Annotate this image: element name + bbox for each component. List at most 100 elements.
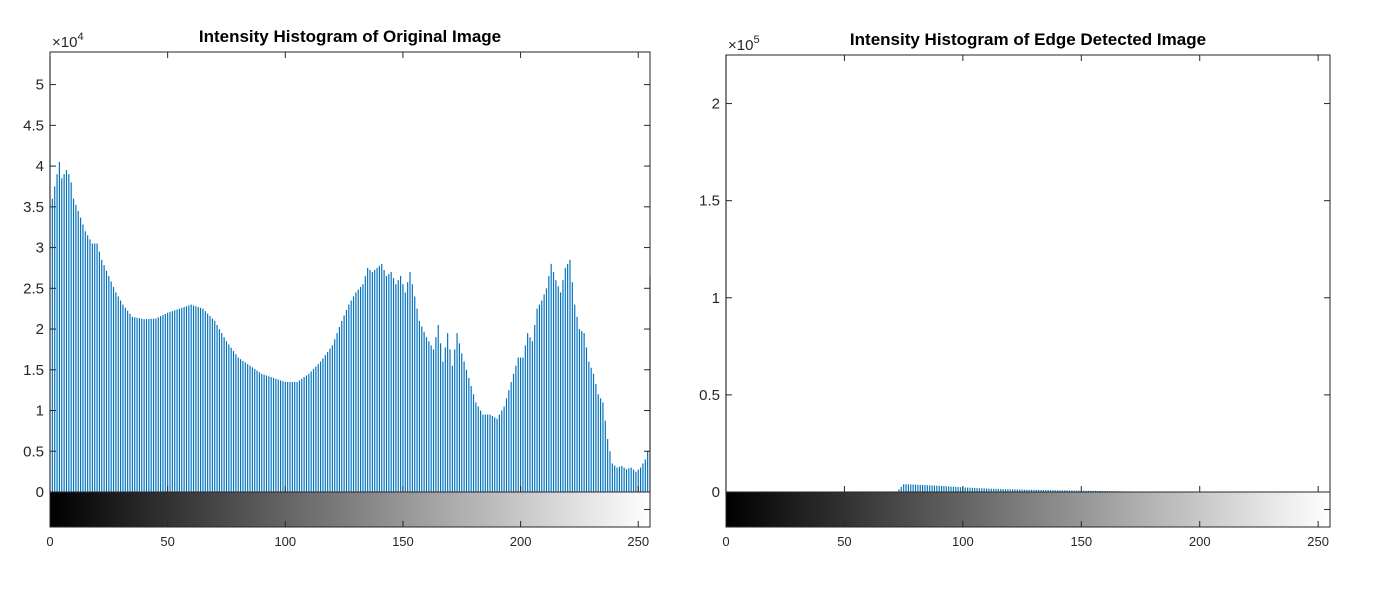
left-bar [618, 466, 620, 492]
right-colorbar [726, 491, 1330, 527]
left-bar [602, 402, 604, 492]
left-bar [256, 370, 258, 492]
left-y-exponent-base: ×10 [52, 34, 77, 51]
right-bar [912, 484, 914, 492]
left-bar [501, 410, 503, 492]
left-y-tick-label: 0.5 [23, 443, 44, 460]
left-x-tick-label: 100 [274, 534, 296, 549]
left-bar [425, 337, 428, 492]
left-bar [642, 463, 644, 492]
left-bar [214, 320, 216, 492]
right-bar [1061, 490, 1063, 492]
right-bar [1087, 490, 1089, 492]
left-chart-title: Intensity Histogram of Original Image [199, 27, 501, 46]
left-bar [527, 333, 529, 492]
right-bar [1090, 490, 1092, 492]
left-bar [120, 300, 122, 492]
left-bar [611, 463, 613, 492]
left-bar [578, 329, 580, 492]
left-bar [388, 274, 390, 492]
right-x-tick-label: 100 [952, 534, 974, 549]
left-bar [604, 420, 606, 492]
left-bar [164, 313, 166, 492]
right-bar [1094, 490, 1097, 492]
left-bar [258, 372, 260, 492]
left-bar [503, 406, 505, 492]
right-bar [969, 487, 971, 492]
right-bar [993, 488, 995, 492]
left-bar [383, 269, 385, 492]
left-bar [343, 315, 345, 492]
left-bar [616, 467, 618, 492]
left-bar [585, 347, 588, 492]
left-bar [529, 337, 531, 492]
left-bar [609, 451, 611, 492]
left-bar [169, 311, 171, 492]
left-bar [374, 269, 376, 492]
left-bar [261, 373, 263, 492]
right-x-tick-label: 0 [722, 534, 729, 549]
left-bar [296, 382, 298, 492]
left-bar [430, 345, 432, 492]
right-y-tick-label: 0.5 [699, 387, 720, 404]
left-bar [418, 320, 420, 492]
left-bar [515, 365, 517, 492]
right-y-exponent: ×105 [728, 34, 760, 54]
left-bar [308, 373, 310, 492]
right-x-tick-label: 150 [1070, 534, 1092, 549]
left-bar [463, 361, 465, 492]
left-bar [131, 316, 133, 492]
left-bar [188, 305, 190, 492]
left-bar [58, 162, 60, 492]
right-bar [1047, 490, 1049, 492]
right-bar [978, 488, 981, 492]
right-bar [1045, 490, 1047, 492]
left-x-tick-label: 50 [160, 534, 174, 549]
right-bar [900, 486, 902, 492]
right-bar [940, 485, 943, 492]
right-bar [1042, 490, 1044, 492]
left-bar [305, 375, 308, 492]
left-bar [122, 304, 124, 492]
right-bar [1038, 489, 1040, 492]
left-bar [291, 382, 293, 492]
right-bar [1102, 490, 1104, 492]
left-bar [247, 364, 249, 492]
left-bar [209, 316, 211, 492]
left-bar [440, 343, 442, 492]
left-bar [454, 349, 456, 492]
left-bar [402, 284, 404, 492]
left-bar [411, 284, 413, 492]
left-bar [275, 378, 277, 492]
left-bar [595, 384, 597, 492]
left-bar [574, 304, 576, 492]
right-bar [988, 488, 990, 492]
right-bar [1026, 489, 1028, 492]
right-bar [985, 488, 988, 492]
left-bar [89, 239, 91, 492]
right-bar [1040, 489, 1042, 492]
left-bar [442, 361, 444, 492]
left-bar [395, 284, 397, 492]
left-bar [251, 367, 253, 492]
left-bar [435, 337, 437, 492]
left-bar [98, 251, 100, 492]
left-bar [134, 317, 136, 492]
left-bar [202, 308, 204, 492]
left-bar [409, 272, 411, 492]
left-bar [510, 382, 512, 492]
left-bar [468, 377, 470, 492]
left-bar [270, 377, 272, 492]
left-bar [644, 459, 646, 492]
left-bar [552, 272, 555, 492]
left-bar [112, 286, 115, 492]
left-bar [101, 259, 103, 492]
right-bar [917, 484, 919, 492]
left-bar [348, 304, 350, 492]
left-bar [204, 311, 206, 492]
left-bar [364, 276, 366, 492]
left-bar [298, 380, 300, 492]
left-bar [623, 467, 625, 492]
right-bar [990, 488, 992, 492]
left-y-tick-label: 0 [36, 484, 44, 501]
